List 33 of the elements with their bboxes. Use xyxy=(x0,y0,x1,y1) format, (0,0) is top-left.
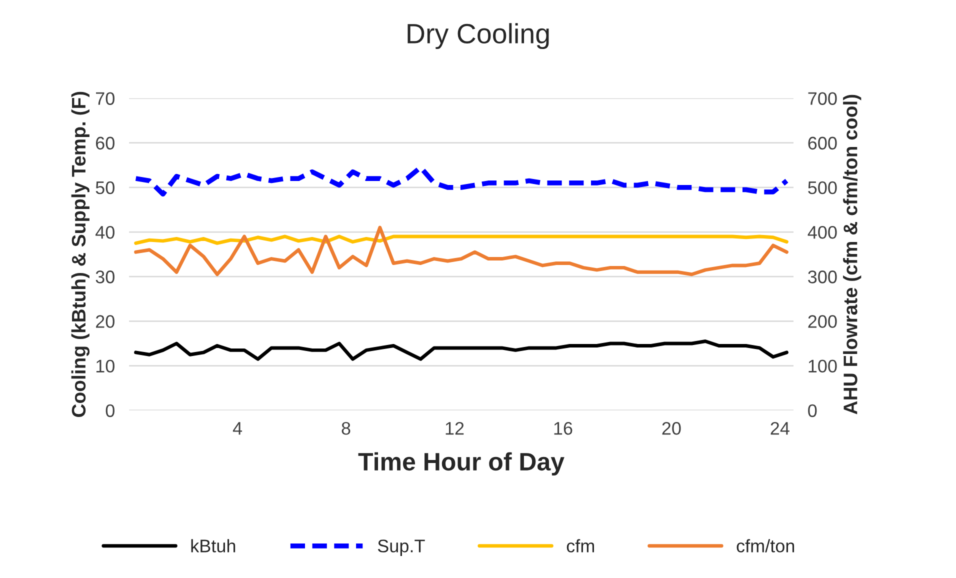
y2-tick-label: 400 xyxy=(808,226,837,239)
y2-tick-label: 200 xyxy=(808,315,837,328)
legend-label: Sup.T xyxy=(378,540,425,556)
line-series xyxy=(134,226,788,276)
y2-tick-label: 600 xyxy=(808,136,837,150)
y-tick-label: 20 xyxy=(96,315,114,328)
legend-label: cfm/ton xyxy=(736,539,794,552)
line-series xyxy=(134,234,788,245)
y-tick-label: 40 xyxy=(96,226,114,239)
y2-tick-label: 0 xyxy=(808,404,817,418)
y2-tick-label: 700 xyxy=(808,92,837,105)
x-tick-label: 4 xyxy=(232,422,242,435)
x-tick-label: 20 xyxy=(662,422,681,435)
x-tick-label: 8 xyxy=(342,422,350,435)
y-tick-label: 0 xyxy=(106,404,114,418)
y-tick-label: 70 xyxy=(96,92,114,105)
x-axis-title: Time Hour of Day xyxy=(358,452,564,476)
line-series xyxy=(134,340,788,361)
legend-label: kBtuh xyxy=(191,539,236,552)
y2-tick-label: 500 xyxy=(808,181,837,194)
x-tick-label: 16 xyxy=(554,422,572,435)
x-tick-label: 12 xyxy=(446,422,464,435)
chart-title: Dry Cooling xyxy=(408,23,549,50)
y-tick-label: 30 xyxy=(96,270,114,284)
y-tick-label: 50 xyxy=(96,181,114,194)
y-tick-label: 60 xyxy=(96,136,114,150)
y2-tick-label: 100 xyxy=(808,360,837,373)
legend-label: cfm xyxy=(566,539,594,552)
y2-tick-label: 300 xyxy=(808,270,837,284)
y-axis-title: Cooling (kBtuh) & Supply Temp. (F) xyxy=(71,92,90,417)
y-tick-label: 10 xyxy=(96,360,114,373)
x-tick-label: 24 xyxy=(770,422,790,435)
y2-axis-title: AHU Flowrate (cfm & cfm/ton cool) xyxy=(843,94,862,414)
